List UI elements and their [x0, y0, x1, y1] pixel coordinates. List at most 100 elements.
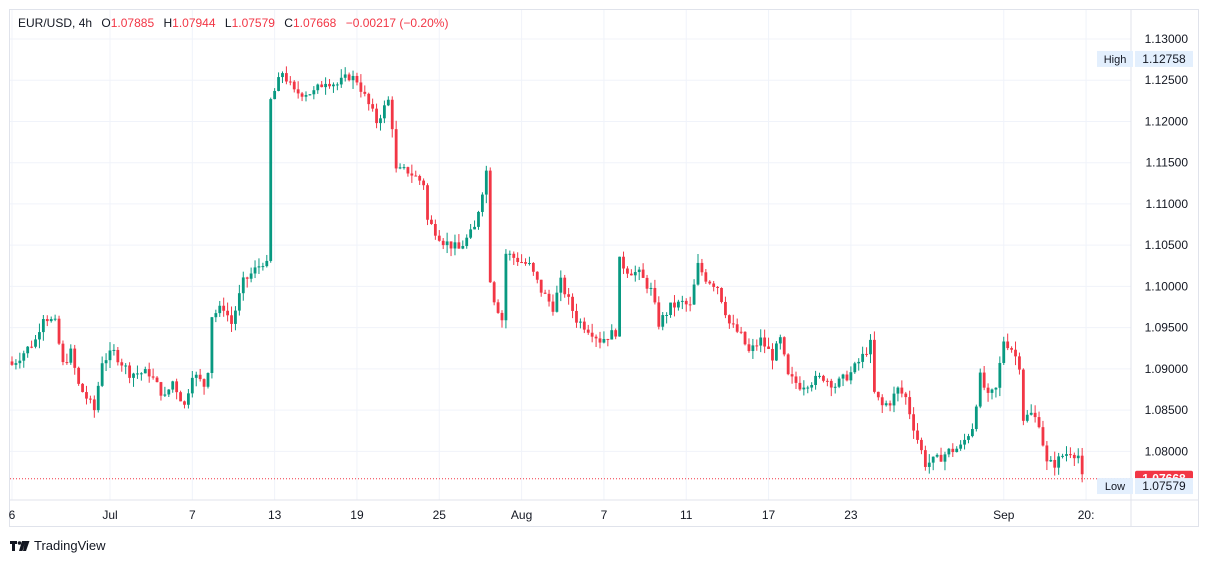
- candle-up: [778, 334, 782, 350]
- candle-up: [837, 376, 841, 389]
- candle-up: [383, 100, 386, 124]
- candle-body: [418, 176, 422, 181]
- candle-down: [951, 443, 955, 457]
- candle-body: [833, 386, 837, 388]
- tradingview-logo[interactable]: TradingView: [10, 538, 106, 553]
- candle-body: [626, 268, 629, 274]
- candle-body: [763, 337, 767, 347]
- candle-up: [351, 70, 355, 89]
- candle-down: [904, 391, 908, 405]
- candle-body: [281, 73, 284, 78]
- candle-body: [457, 242, 461, 249]
- candle-body: [743, 331, 747, 345]
- candle-body: [296, 89, 300, 94]
- candle-down: [771, 343, 774, 370]
- candle-body: [430, 219, 433, 224]
- interval[interactable]: 4h: [78, 16, 93, 30]
- candle-body: [273, 90, 277, 100]
- time-tick-label: Sep: [993, 508, 1015, 522]
- candle-up: [853, 361, 857, 374]
- candle-down: [285, 66, 288, 85]
- candle-down: [347, 72, 351, 82]
- candle-body: [841, 374, 845, 379]
- candle-body: [206, 373, 210, 387]
- candle-down: [727, 314, 731, 329]
- candle-body: [845, 374, 849, 381]
- candle-body: [755, 345, 759, 347]
- candle-down: [202, 378, 206, 395]
- candle-up: [602, 331, 606, 344]
- candle-up: [896, 386, 900, 402]
- candle-down: [571, 293, 574, 319]
- candle-up: [22, 350, 26, 368]
- price-tick-label: 1.11000: [1146, 197, 1189, 211]
- time-tick-label: 25: [433, 508, 447, 522]
- candle-up: [308, 94, 312, 96]
- candle-up: [273, 88, 277, 100]
- candle-body: [214, 313, 218, 318]
- candle-body: [45, 319, 49, 322]
- candle-up: [955, 446, 959, 453]
- candle-down: [786, 353, 790, 376]
- candle-up: [528, 256, 531, 266]
- candle-body: [959, 444, 963, 449]
- candle-down: [516, 252, 520, 266]
- candle-up: [990, 388, 994, 400]
- symbol-name[interactable]: EUR/USD: [18, 16, 73, 30]
- candle-body: [136, 373, 139, 375]
- candle-body: [727, 315, 731, 324]
- candle-body: [849, 372, 853, 381]
- candle-up: [810, 382, 814, 392]
- candle-body: [637, 269, 641, 273]
- candle-up: [316, 83, 320, 94]
- price-tick-label: 1.09500: [1145, 321, 1189, 335]
- candle-down: [375, 103, 378, 129]
- open-label: O: [101, 16, 111, 30]
- candle-up: [461, 240, 465, 250]
- time-tick-label: 6: [9, 508, 16, 522]
- candle-body: [390, 99, 394, 130]
- candle-down: [923, 445, 927, 471]
- candle-body: [222, 305, 226, 311]
- candle-down: [45, 315, 49, 327]
- candle-body: [406, 167, 410, 174]
- candle-body: [359, 82, 363, 92]
- candle-body: [575, 310, 578, 323]
- candle-body: [426, 185, 429, 220]
- candle-body: [187, 393, 190, 405]
- time-tick-label: 13: [268, 508, 282, 522]
- candle-body: [837, 378, 841, 387]
- time-axis[interactable]: 6 Jul 7 13 19 25 Aug 7 11 17 23 Sep 20:: [9, 508, 1095, 522]
- candle-body: [371, 104, 375, 109]
- candle-body: [61, 343, 65, 363]
- candle-body: [132, 373, 135, 378]
- candle-down: [673, 295, 676, 317]
- candle-body: [163, 394, 167, 396]
- candle-down: [1045, 441, 1049, 471]
- candle-up: [26, 346, 30, 358]
- candle-down: [147, 362, 151, 383]
- low-label: L: [224, 16, 232, 30]
- candle-body: [332, 84, 335, 87]
- candle-up: [649, 282, 653, 296]
- candle-up: [637, 266, 641, 281]
- price-axis[interactable]: 1.13000 1.12500 1.12000 1.11500 1.11000 1.105…: [1145, 32, 1189, 458]
- candle-body: [324, 83, 327, 88]
- candle-up: [994, 387, 998, 398]
- candle-up: [1025, 410, 1029, 423]
- chart-grid: [10, 10, 1199, 527]
- candle-body: [198, 374, 202, 380]
- high-tag: [1097, 50, 1133, 67]
- candle-up: [190, 371, 194, 398]
- candle-up: [680, 295, 684, 310]
- candle-down: [367, 92, 371, 111]
- candle-up: [104, 353, 108, 372]
- time-tick-label: Aug: [511, 508, 532, 522]
- candle-body: [469, 229, 473, 238]
- candle-body: [622, 256, 625, 269]
- candle-down: [159, 381, 163, 401]
- high-label: High: [1104, 54, 1127, 66]
- candle-body: [175, 381, 179, 393]
- candle-body: [688, 304, 692, 306]
